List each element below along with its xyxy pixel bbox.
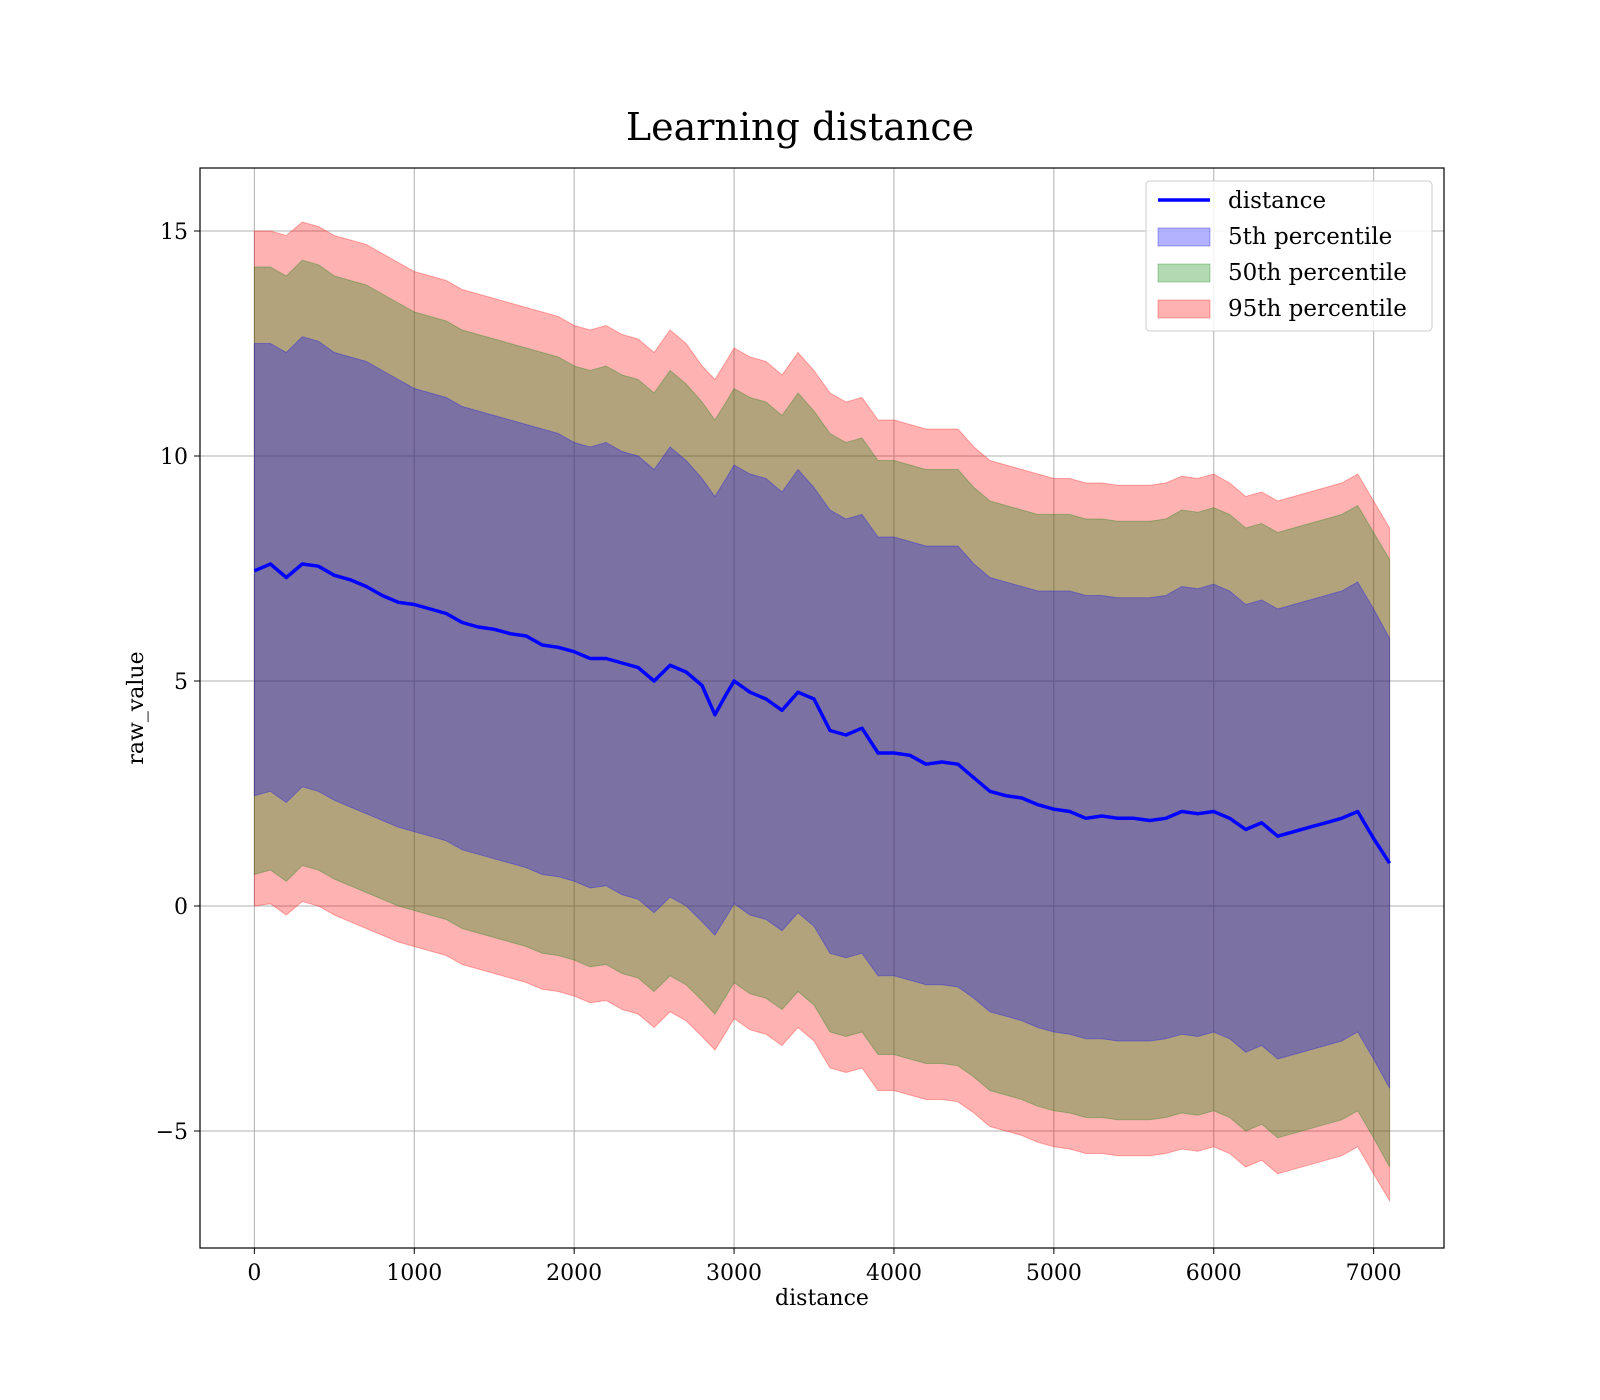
legend-swatch-50th: [1157, 263, 1211, 283]
legend-box: [1145, 180, 1433, 332]
plot-frame: [199, 167, 1445, 1249]
x-tick-label: 6000: [1186, 1261, 1242, 1286]
series-line-distance: [253, 562, 1392, 865]
legend-label-5th: 5th percentile: [1228, 224, 1392, 250]
legend-swatch-5th: [1157, 227, 1211, 247]
y-axis-label: raw_value: [124, 651, 149, 764]
legend-swatch-95th: [1157, 299, 1211, 319]
x-tick-label: 1000: [386, 1261, 442, 1286]
chart-title: Learning distance: [626, 105, 974, 149]
legend: distance 5th percentile 50th percentile …: [1145, 180, 1433, 332]
tick-labels: 0 1000 2000 3000 4000 5000 6000 7000 −5 0 5 10 15: [156, 220, 1402, 1286]
y-tick-label: 10: [160, 445, 188, 470]
x-tick-label: 3000: [706, 1261, 762, 1286]
y-tick-label: 5: [174, 670, 188, 695]
legend-label-50th: 50th percentile: [1228, 260, 1407, 286]
x-tick-label: 5000: [1026, 1261, 1082, 1286]
series-lines: [253, 562, 1392, 865]
x-axis-label: distance: [775, 1286, 869, 1311]
y-tick-label: 15: [160, 220, 188, 245]
x-tick-label: 4000: [866, 1261, 922, 1286]
y-tick-label: 0: [174, 895, 188, 920]
legend-label-95th: 95th percentile: [1228, 296, 1407, 322]
x-tick-label: 7000: [1346, 1261, 1402, 1286]
legend-label-distance: distance: [1228, 188, 1326, 214]
x-tick-label: 2000: [546, 1261, 602, 1286]
y-tick-label: −5: [156, 1120, 188, 1145]
x-tick-label: 0: [247, 1261, 261, 1286]
